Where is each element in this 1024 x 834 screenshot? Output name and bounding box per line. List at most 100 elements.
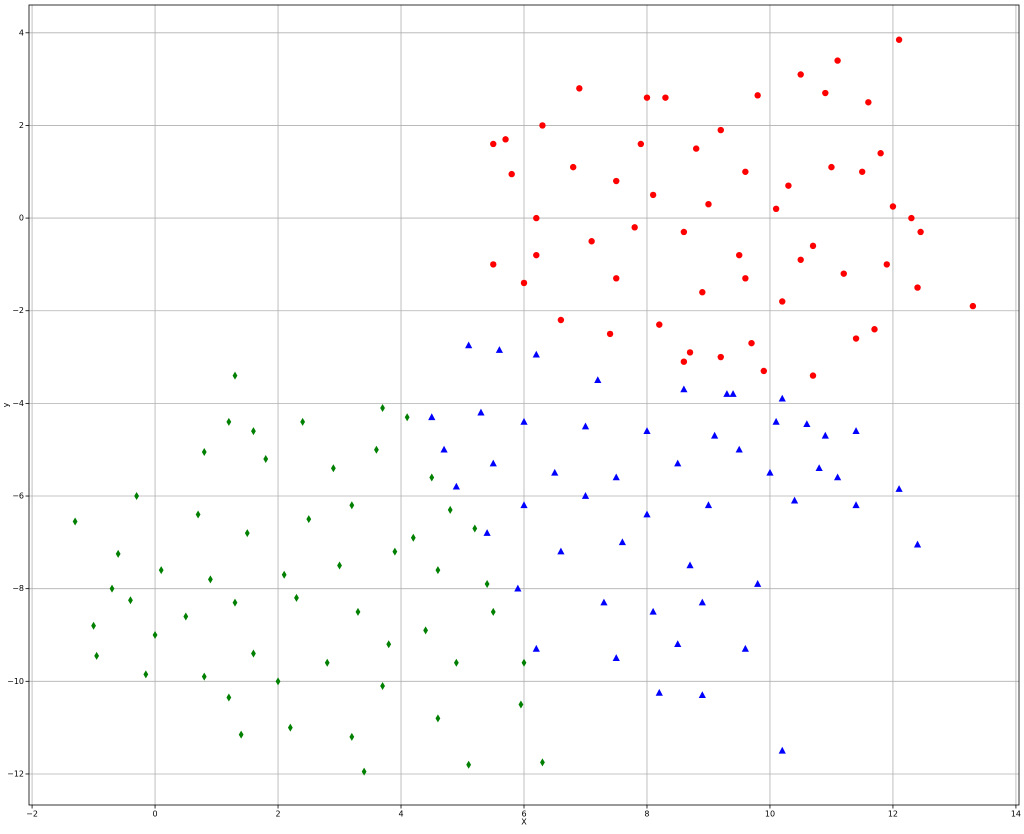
- point: [502, 136, 509, 143]
- point: [226, 417, 232, 426]
- point: [201, 672, 207, 681]
- point: [748, 339, 755, 347]
- point: [232, 371, 238, 380]
- point: [686, 349, 694, 356]
- point: [483, 529, 491, 536]
- point: [913, 540, 922, 548]
- point: [477, 408, 485, 416]
- point: [741, 644, 749, 652]
- point: [649, 607, 657, 615]
- point: [840, 270, 847, 277]
- point: [834, 57, 841, 64]
- point: [489, 459, 497, 467]
- point: [680, 228, 688, 236]
- point: [207, 575, 213, 584]
- point: [109, 584, 115, 593]
- point: [809, 242, 817, 250]
- point: [251, 649, 256, 658]
- y-tick-label: 4: [19, 28, 24, 37]
- point: [778, 394, 786, 402]
- point: [152, 630, 158, 639]
- point: [195, 510, 201, 519]
- point: [686, 561, 694, 569]
- point: [766, 468, 774, 476]
- point: [606, 330, 614, 338]
- point: [742, 275, 749, 282]
- point: [754, 92, 761, 99]
- x-tick-label: 6: [521, 810, 526, 819]
- point: [452, 482, 460, 490]
- point: [429, 473, 435, 482]
- point: [674, 459, 682, 467]
- point: [883, 261, 890, 268]
- point: [649, 191, 657, 199]
- point: [569, 163, 577, 171]
- point: [539, 122, 546, 129]
- y-tick-label: −6: [12, 492, 24, 501]
- point: [834, 473, 842, 481]
- point: [643, 427, 651, 434]
- point: [557, 316, 565, 324]
- point: [183, 612, 189, 621]
- point: [423, 626, 429, 635]
- point: [723, 390, 731, 397]
- point: [251, 427, 256, 436]
- point: [778, 746, 786, 754]
- x-tick-label: 0: [153, 810, 158, 819]
- point: [465, 341, 473, 349]
- point: [115, 549, 121, 558]
- point: [969, 302, 977, 310]
- point: [790, 496, 799, 504]
- y-tick-label: −8: [12, 584, 24, 593]
- point: [349, 732, 355, 741]
- point: [736, 251, 743, 259]
- y-tick-label: −10: [7, 677, 24, 686]
- point: [674, 640, 682, 648]
- point: [349, 501, 355, 510]
- point: [858, 168, 866, 175]
- point: [324, 658, 330, 667]
- point: [656, 321, 663, 328]
- x-tick-label: −2: [26, 810, 38, 819]
- point: [380, 681, 385, 690]
- point: [355, 607, 361, 616]
- x-tick-label: 14: [1011, 810, 1021, 819]
- point: [822, 89, 829, 97]
- point: [226, 693, 232, 702]
- point: [613, 275, 620, 282]
- point: [797, 71, 804, 78]
- point: [158, 566, 164, 575]
- point: [797, 256, 804, 263]
- point: [803, 420, 811, 428]
- point: [337, 561, 342, 570]
- point: [742, 168, 749, 175]
- point: [557, 547, 565, 555]
- y-tick-label: −4: [12, 399, 24, 408]
- y-tick-label: −12: [7, 769, 24, 778]
- point: [380, 404, 385, 413]
- y-tick-label: −2: [12, 306, 24, 315]
- point: [386, 640, 392, 649]
- point: [698, 598, 706, 606]
- point: [532, 350, 540, 358]
- point: [680, 385, 688, 393]
- point: [852, 501, 860, 509]
- point: [134, 492, 140, 501]
- point: [244, 529, 250, 538]
- y-tick-label: 0: [19, 214, 24, 223]
- point: [447, 505, 453, 514]
- point: [613, 177, 620, 185]
- point: [815, 464, 823, 472]
- point: [520, 501, 528, 509]
- point: [809, 372, 817, 379]
- point: [704, 501, 713, 509]
- point: [440, 445, 448, 453]
- point: [91, 621, 96, 630]
- point: [600, 598, 608, 606]
- x-axis-label: X: [521, 818, 527, 827]
- point: [711, 431, 719, 439]
- point: [508, 170, 515, 178]
- point: [484, 580, 490, 589]
- x-tick-label: 2: [275, 810, 280, 819]
